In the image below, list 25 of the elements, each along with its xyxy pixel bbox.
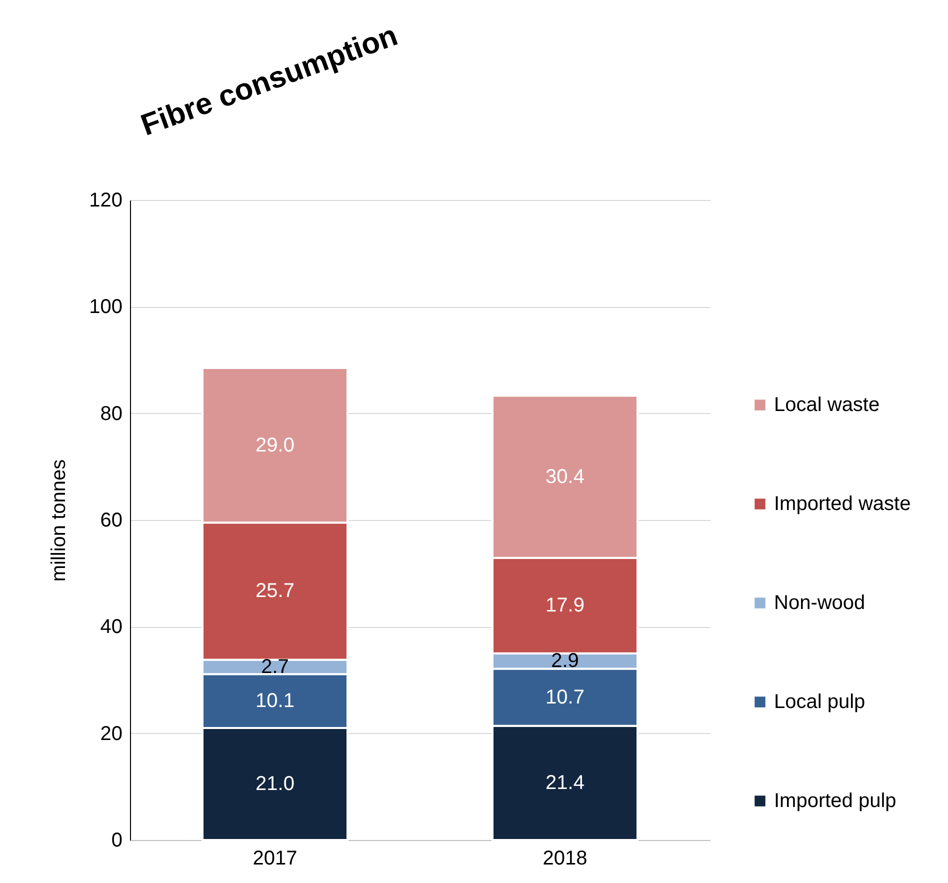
data-label: 30.4 — [546, 466, 584, 488]
y-tick-label: 80 — [100, 402, 122, 425]
legend-label: Imported waste — [774, 493, 911, 515]
legend-label: Non-wood — [774, 592, 866, 614]
legend-label: Local waste — [774, 394, 880, 416]
y-tick-label: 0 — [111, 830, 122, 852]
data-label: 10.1 — [256, 690, 294, 712]
y-tick-label: 40 — [100, 616, 122, 638]
legend-label: Local pulp — [774, 691, 866, 713]
data-label: 25.7 — [256, 580, 294, 602]
y-tick-label: 120 — [89, 190, 122, 212]
y-tick-label: 20 — [100, 722, 122, 745]
y-tick-label: 100 — [89, 296, 122, 318]
data-label: 21.4 — [546, 772, 584, 794]
y-axis-title: million tonnes — [48, 459, 70, 582]
data-label: 29.0 — [256, 434, 294, 456]
data-label: 10.7 — [546, 686, 584, 708]
legend-label: Imported pulp — [774, 790, 896, 812]
x-tick-label: 2018 — [542, 848, 588, 870]
data-label: 17.9 — [546, 594, 584, 617]
data-label: 2.7 — [261, 656, 289, 678]
data-label: 2.9 — [551, 650, 579, 672]
x-tick-label: 2017 — [252, 848, 298, 870]
y-tick-label: 60 — [100, 510, 122, 532]
data-label: 21.0 — [256, 773, 294, 795]
